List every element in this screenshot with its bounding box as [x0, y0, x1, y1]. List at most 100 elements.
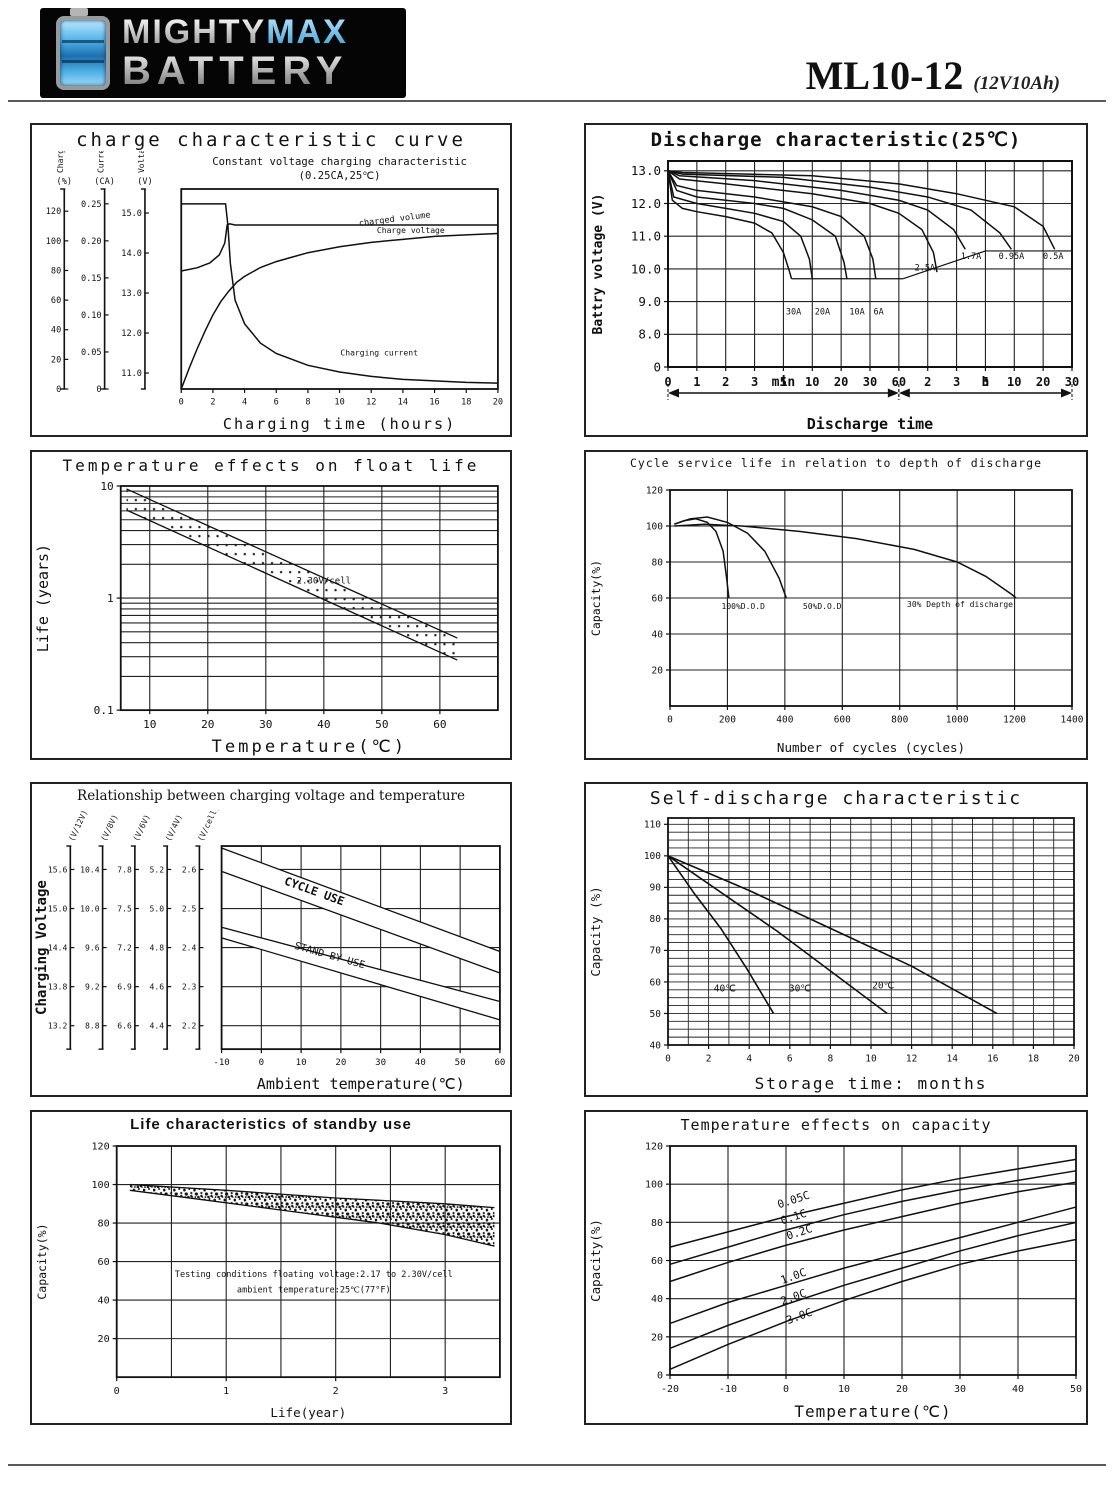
chart-row-4: Life characteristics of standby use 0 1 2 3… [30, 1110, 1088, 1425]
svg-text:5.2: 5.2 [150, 865, 165, 874]
svg-text:50: 50 [375, 718, 388, 731]
svg-text:6A: 6A [874, 308, 884, 318]
chart-title: Cycle service life in relation to depth … [629, 456, 1043, 470]
svg-text:120: 120 [646, 485, 663, 496]
svg-text:2.6: 2.6 [182, 865, 197, 874]
header: MIGHTYMAX BATTERY ML10-12 (12V10Ah) [0, 0, 1114, 104]
svg-text:(V/12V): (V/12V) [67, 810, 90, 843]
svg-text:60: 60 [494, 1058, 505, 1068]
chart-row-2: Temperature effects on float life 10 20 30… [30, 450, 1088, 760]
svg-text:13.8: 13.8 [48, 983, 68, 992]
svg-text:(CA): (CA) [94, 177, 115, 187]
svg-text:10: 10 [334, 398, 344, 408]
svg-text:60: 60 [51, 296, 61, 306]
svg-text:1.7A: 1.7A [961, 252, 981, 262]
svg-text:2: 2 [722, 375, 729, 389]
svg-text:80: 80 [651, 1218, 663, 1229]
svg-text:100: 100 [645, 1180, 663, 1191]
svg-text:0: 0 [653, 359, 661, 374]
chart-title: Temperature effects on capacity [680, 1116, 992, 1134]
standby-life-chart: 0 1 2 3 120 100 80 60 40 20 Testing conditions flo… [35, 1141, 501, 1420]
svg-text:(V/8V): (V/8V) [99, 813, 119, 843]
svg-text:3: 3 [751, 375, 758, 389]
svg-text:0: 0 [667, 715, 673, 726]
svg-text:20: 20 [1036, 375, 1050, 389]
svg-text:6: 6 [787, 1054, 793, 1065]
svg-text:18: 18 [1028, 1054, 1040, 1065]
svg-text:-20: -20 [661, 1384, 679, 1395]
svg-text:0.25: 0.25 [81, 200, 102, 210]
svg-text:60: 60 [650, 977, 662, 988]
svg-text:80: 80 [652, 557, 664, 568]
svg-text:Capacity(%): Capacity(%) [589, 560, 603, 636]
svg-text:20: 20 [51, 355, 61, 365]
svg-text:Temperature(℃): Temperature(℃) [211, 737, 407, 757]
svg-text:4: 4 [242, 398, 247, 408]
logo-text: MIGHTYMAX BATTERY [122, 15, 348, 91]
svg-text:60: 60 [652, 593, 664, 604]
svg-text:1: 1 [107, 592, 114, 605]
svg-text:(V): (V) [137, 177, 152, 187]
svg-text:7.8: 7.8 [117, 865, 132, 874]
header-divider [8, 100, 1106, 102]
svg-text:10: 10 [296, 1058, 307, 1068]
svg-text:400: 400 [776, 715, 793, 726]
svg-text:Testing conditions floating vo: Testing conditions floating voltage:2.17… [175, 1270, 453, 1280]
svg-text:20: 20 [834, 375, 848, 389]
svg-text:100: 100 [46, 237, 61, 247]
svg-text:30℃: 30℃ [789, 983, 811, 994]
svg-text:11.0: 11.0 [631, 229, 661, 244]
svg-text:1: 1 [223, 1386, 229, 1397]
svg-text:Number of cycles (cycles): Number of cycles (cycles) [777, 740, 965, 755]
svg-text:(V/cell): (V/cell) [196, 810, 221, 843]
model-number: ML10-12 [805, 53, 964, 98]
svg-text:50: 50 [650, 1009, 662, 1020]
svg-text:(%): (%) [57, 177, 72, 187]
svg-text:20: 20 [493, 398, 503, 408]
svg-text:9.0: 9.0 [638, 294, 661, 309]
svg-text:20: 20 [652, 665, 664, 676]
svg-text:(0.25CA,25℃): (0.25CA,25℃) [299, 170, 381, 182]
chart-panel-self-discharge: Self-discharge characteristic 0 2 4 6 8 10 12 1… [584, 782, 1088, 1097]
svg-text:70: 70 [650, 946, 662, 957]
svg-text:11.0: 11.0 [121, 369, 142, 379]
temperature-capacity-chart: -20 -10 0 10 20 30 40 501201008060402000.05C0.1… [588, 1142, 1082, 1422]
svg-text:80: 80 [51, 267, 61, 277]
svg-text:40: 40 [317, 718, 330, 731]
svg-text:600: 600 [834, 715, 851, 726]
logo-line1: MIGHTYMAX [122, 15, 348, 49]
svg-text:16: 16 [987, 1054, 999, 1065]
svg-text:Capacity(%): Capacity(%) [588, 1219, 603, 1302]
svg-text:2.5: 2.5 [182, 904, 197, 913]
svg-text:Voltage: Voltage [137, 151, 146, 173]
svg-text:14: 14 [946, 1054, 958, 1065]
svg-text:-10: -10 [213, 1058, 229, 1068]
svg-text:0.15: 0.15 [81, 274, 102, 284]
svg-text:Charging time (hours): Charging time (hours) [223, 415, 456, 433]
svg-text:10.0: 10.0 [80, 904, 100, 913]
svg-text:12: 12 [906, 1054, 917, 1065]
model-spec: (12V10Ah) [973, 73, 1060, 94]
svg-text:20: 20 [1068, 1054, 1080, 1065]
svg-text:20A: 20A [815, 308, 830, 318]
svg-text:12: 12 [366, 398, 376, 408]
svg-text:40℃: 40℃ [714, 983, 736, 994]
svg-text:30: 30 [1065, 375, 1079, 389]
chart-panel-float-life: Temperature effects on float life 10 20 30… [30, 450, 512, 760]
svg-text:Charged Volume: Charged Volume [56, 151, 65, 173]
svg-text:16: 16 [429, 398, 439, 408]
svg-text:0: 0 [665, 1054, 671, 1065]
svg-text:Charging Voltage: Charging Voltage [34, 880, 50, 1015]
svg-text:10A: 10A [849, 308, 864, 318]
svg-text:14.0: 14.0 [121, 249, 142, 259]
svg-text:20: 20 [896, 1384, 908, 1395]
chart-panel-discharge-characteristic: Discharge characteristic(25℃) 0 1 2 3 5 10 20 3… [584, 123, 1088, 437]
svg-text:800: 800 [891, 715, 908, 726]
svg-text:20: 20 [335, 1058, 346, 1068]
svg-text:4.8: 4.8 [150, 943, 165, 952]
svg-text:2.30V/cell: 2.30V/cell [297, 576, 352, 586]
chart-panel-charging-voltage-temperature: Relationship between charging voltage an… [30, 782, 512, 1097]
svg-text:15.6: 15.6 [48, 865, 68, 874]
svg-text:2: 2 [924, 375, 931, 389]
